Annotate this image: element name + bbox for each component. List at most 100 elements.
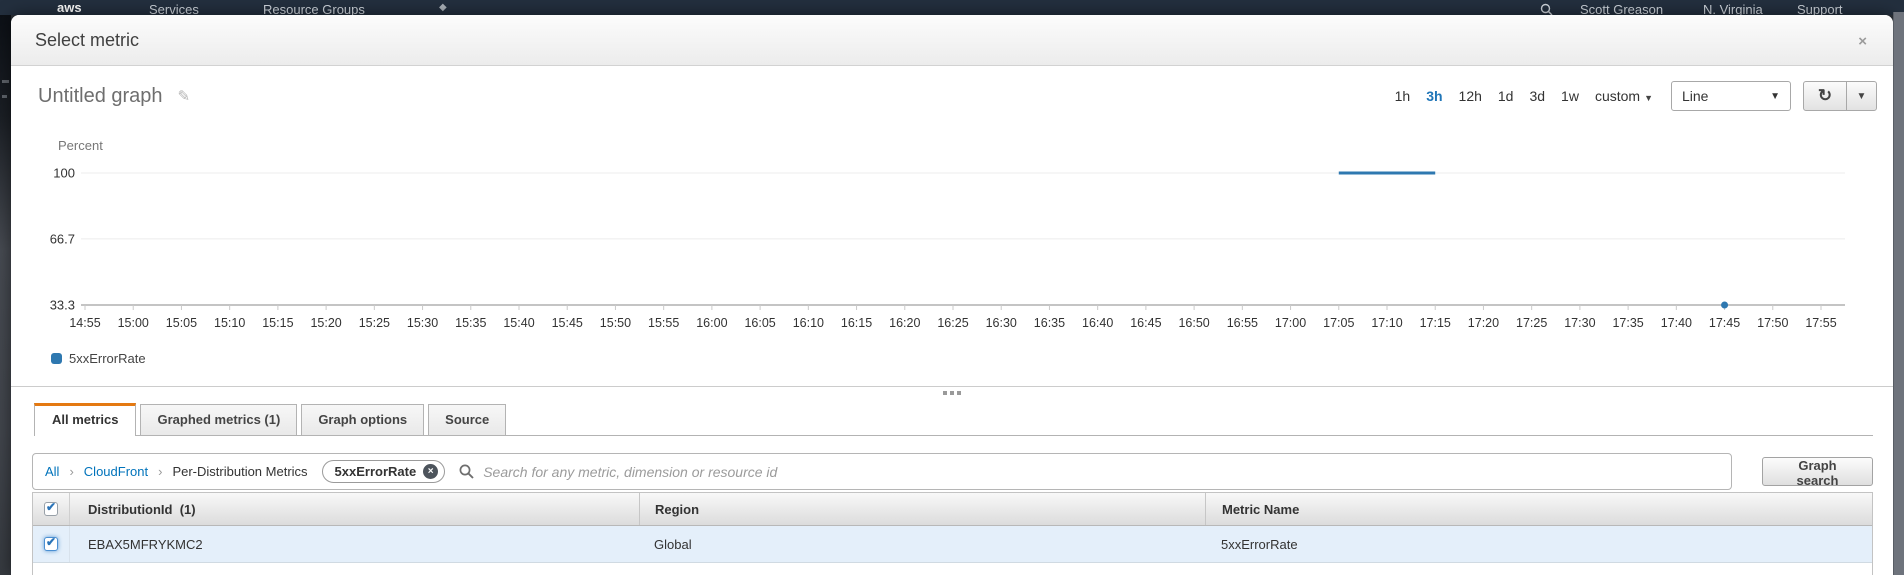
svg-text:16:25: 16:25 xyxy=(937,316,968,330)
svg-text:16:40: 16:40 xyxy=(1082,316,1113,330)
display-type-select[interactable]: Line ▼ xyxy=(1671,81,1791,111)
top-nav: aws Services Resource Groups ◆ Scott Gre… xyxy=(0,0,1904,15)
modal-title: Select metric xyxy=(35,29,140,50)
svg-text:15:00: 15:00 xyxy=(118,316,149,330)
refresh-options-button[interactable]: ▼ xyxy=(1846,81,1877,111)
metric-chart: 100 66.7 33.3 14:55 15:00 15:05 15:10 15:15 15:2… xyxy=(50,166,1845,330)
filter-tag-label: 5xxErrorRate xyxy=(334,464,417,479)
svg-text:17:25: 17:25 xyxy=(1516,316,1547,330)
column-header-metric-name[interactable]: Metric Name xyxy=(1205,493,1872,525)
svg-text:16:10: 16:10 xyxy=(793,316,824,330)
legend-color-swatch xyxy=(51,353,62,364)
svg-text:16:45: 16:45 xyxy=(1130,316,1161,330)
display-type-value: Line xyxy=(1682,88,1709,104)
chevron-right-icon: › xyxy=(69,464,74,479)
search-input[interactable] xyxy=(483,463,1719,480)
svg-text:17:50: 17:50 xyxy=(1757,316,1788,330)
scrollbar[interactable] xyxy=(1893,12,1904,575)
svg-text:17:35: 17:35 xyxy=(1612,316,1643,330)
refresh-button[interactable]: ↻ xyxy=(1803,81,1847,111)
svg-text:17:10: 17:10 xyxy=(1371,316,1402,330)
tab-all-metrics[interactable]: All metrics xyxy=(34,403,137,436)
table-row[interactable]: EBAX5MFRYKMC2 Global 5xxErrorRate xyxy=(33,526,1872,563)
column-header-region[interactable]: Region xyxy=(639,493,1205,525)
breadcrumb-cloudfront[interactable]: CloudFront xyxy=(83,464,149,479)
close-icon[interactable]: × xyxy=(1858,32,1867,50)
pin-icon[interactable]: ◆ xyxy=(439,2,447,13)
nav-resource-groups[interactable]: Resource Groups xyxy=(263,2,365,15)
empty-table-row xyxy=(33,563,1872,575)
svg-text:14:55: 14:55 xyxy=(69,316,100,330)
svg-text:15:35: 15:35 xyxy=(455,316,486,330)
y-axis-unit-label: Percent xyxy=(58,138,103,153)
svg-text:15:25: 15:25 xyxy=(359,316,390,330)
row-distribution-id: EBAX5MFRYKMC2 xyxy=(88,536,203,552)
time-range-12h[interactable]: 12h xyxy=(1458,88,1482,104)
svg-text:16:35: 16:35 xyxy=(1034,316,1065,330)
remove-filter-icon[interactable]: × xyxy=(423,464,439,479)
breadcrumb-all[interactable]: All xyxy=(45,464,60,479)
row-metric-name: 5xxErrorRate xyxy=(1221,536,1298,552)
chevron-down-icon: ▼ xyxy=(1856,90,1867,102)
column-header-distribution-id[interactable]: DistributionId (1) xyxy=(88,501,196,517)
graph-title: Untitled graph xyxy=(38,84,163,107)
svg-text:15:30: 15:30 xyxy=(407,316,438,330)
graph-header: Untitled graph ✎ 1h 3h 12h 1d 3d 1w custom ▼ L… xyxy=(38,80,1877,112)
graph-search-button[interactable]: Graph search xyxy=(1762,457,1873,488)
row-checkbox[interactable] xyxy=(44,535,58,551)
svg-text:15:55: 15:55 xyxy=(648,316,679,330)
nav-region-menu[interactable]: N. Virginia xyxy=(1703,2,1763,15)
time-range-3d[interactable]: 3d xyxy=(1529,88,1546,104)
section-divider xyxy=(11,386,1893,387)
svg-text:17:45: 17:45 xyxy=(1709,316,1740,330)
svg-text:17:20: 17:20 xyxy=(1468,316,1499,330)
metric-search-field[interactable]: All › CloudFront › Per-Distribution Metr… xyxy=(32,453,1732,490)
svg-text:16:05: 16:05 xyxy=(744,316,775,330)
nav-services[interactable]: Services xyxy=(149,2,199,15)
time-range-1w[interactable]: 1w xyxy=(1561,88,1579,104)
tab-graphed-metrics[interactable]: Graphed metrics (1) xyxy=(140,404,298,435)
resize-handle[interactable] xyxy=(11,388,1893,398)
time-range-1h[interactable]: 1h xyxy=(1394,88,1411,104)
tab-source[interactable]: Source xyxy=(428,404,507,435)
tab-content: All › CloudFront › Per-Distribution Metr… xyxy=(32,453,1873,575)
row-region: Global xyxy=(654,536,692,552)
nav-support-menu[interactable]: Support xyxy=(1797,2,1843,15)
svg-text:16:20: 16:20 xyxy=(889,316,920,330)
svg-text:17:40: 17:40 xyxy=(1661,316,1692,330)
svg-text:15:20: 15:20 xyxy=(310,316,341,330)
graph-controls: 1h 3h 12h 1d 3d 1w custom ▼ Line ▼ ↻ ▼ xyxy=(1379,81,1877,111)
svg-text:17:30: 17:30 xyxy=(1564,316,1595,330)
select-all-checkbox[interactable] xyxy=(44,500,58,516)
breadcrumb-current: Per-Distribution Metrics xyxy=(172,464,308,479)
svg-text:33.3: 33.3 xyxy=(50,298,75,313)
svg-text:15:40: 15:40 xyxy=(503,316,534,330)
svg-text:17:15: 17:15 xyxy=(1420,316,1451,330)
refresh-icon: ↻ xyxy=(1817,86,1833,105)
legend-item[interactable]: 5xxErrorRate xyxy=(51,351,1893,366)
chevron-down-icon: ▼ xyxy=(1770,90,1780,102)
tab-bar: All metrics Graphed metrics (1) Graph op… xyxy=(34,403,1873,436)
table-header-row: DistributionId (1) Region Metric Name xyxy=(33,493,1872,526)
svg-text:17:00: 17:00 xyxy=(1275,316,1306,330)
svg-text:16:00: 16:00 xyxy=(696,316,727,330)
tab-graph-options[interactable]: Graph options xyxy=(301,404,425,435)
aws-logo[interactable]: aws xyxy=(57,0,82,15)
search-icon[interactable] xyxy=(1540,3,1553,15)
edit-pencil-icon[interactable]: ✎ xyxy=(177,88,191,105)
svg-text:17:55: 17:55 xyxy=(1805,316,1836,330)
time-range-custom[interactable]: custom ▼ xyxy=(1594,88,1653,104)
time-range-3h[interactable]: 3h xyxy=(1426,88,1443,104)
select-metric-modal: Select metric × Untitled graph ✎ 1h 3h 12h… xyxy=(11,15,1893,575)
svg-text:15:05: 15:05 xyxy=(166,316,197,330)
svg-text:100: 100 xyxy=(53,166,75,181)
filter-tag[interactable]: 5xxErrorRate × xyxy=(321,460,446,483)
nav-user-menu[interactable]: Scott Greason xyxy=(1580,2,1664,15)
svg-text:16:55: 16:55 xyxy=(1227,316,1258,330)
svg-text:16:30: 16:30 xyxy=(986,316,1017,330)
svg-text:15:45: 15:45 xyxy=(552,316,583,330)
time-range-1d[interactable]: 1d xyxy=(1497,88,1514,104)
svg-text:17:05: 17:05 xyxy=(1323,316,1354,330)
svg-text:15:15: 15:15 xyxy=(262,316,293,330)
chevron-down-icon: ▼ xyxy=(1644,93,1653,103)
